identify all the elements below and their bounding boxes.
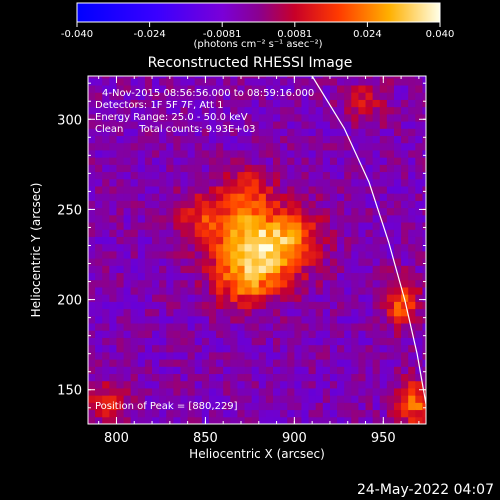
annotation-total-counts: Clean Total counts: 9.93E+03 [95,124,255,135]
y-tick-label: 300 [57,113,82,128]
colorbar-tick-label: -0.040 [61,29,93,40]
colorbar-tick-label: -0.0081 [203,29,242,40]
y-tick-label: 150 [57,384,82,399]
footer-timestamp: 24-May-2022 04:07 [357,482,494,498]
x-tick-label: 800 [104,431,129,446]
annotation-energy-range: Energy Range: 25.0 - 50.0 keV [95,112,248,123]
annotation-time-range: 4-Nov-2015 08:56:56.000 to 08:59:16.000 [102,88,314,99]
x-tick-label: 900 [282,431,307,446]
peak-position-label: Position of Peak = [880,229] [95,401,238,412]
x-axis-label: Heliocentric X (arcsec) [189,447,325,461]
colorbar [76,2,441,23]
colorbar-ticks: -0.040 -0.024 -0.0081 0.0081 0.024 0.040 [61,22,454,40]
x-tick-label: 850 [193,431,218,446]
colorbar-tick-label: 0.040 [426,29,455,40]
y-axis-label: Heliocentric Y (arcsec) [29,183,43,318]
y-tick-label: 200 [57,294,82,309]
colorbar-tick-label: 0.024 [353,29,382,40]
colorbar-tick-label: 0.0081 [277,29,312,40]
colorbar-units: (photons cm⁻² s⁻¹ asec⁻²) [193,39,322,50]
solar-limb-line [311,76,426,405]
y-tick-label: 250 [57,203,82,218]
x-tick-label: 950 [371,431,396,446]
axes: 800 850 900 950 150 200 250 300 [57,76,426,446]
annotation-detectors: Detectors: 1F 5F 7F, Att 1 [95,100,223,111]
heatmap-cells [88,76,426,424]
plot-frame [87,75,427,425]
colorbar-tick-label: -0.024 [133,29,165,40]
chart-title: Reconstructed RHESSI Image [148,55,353,71]
